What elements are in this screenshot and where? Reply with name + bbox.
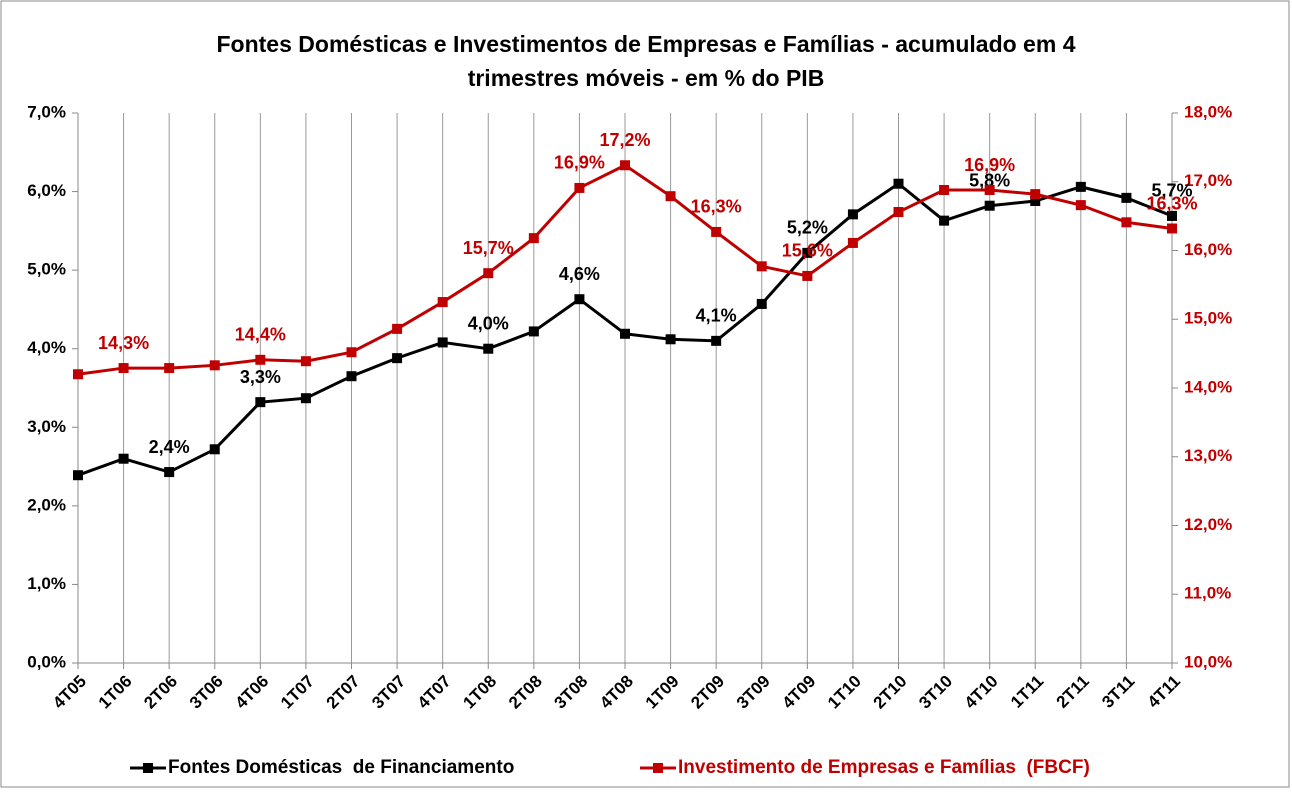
marker [893, 207, 904, 217]
marker [118, 453, 129, 464]
marker [392, 353, 403, 364]
legend-marker [143, 763, 153, 773]
y2-tick-label: 12,0% [1184, 515, 1232, 534]
marker [209, 444, 220, 455]
marker [346, 371, 357, 382]
y-tick-label: 3,0% [27, 417, 66, 436]
marker [574, 182, 585, 193]
marker [1075, 181, 1086, 192]
marker [483, 343, 494, 354]
y-tick-label: 6,0% [27, 181, 66, 200]
marker [1030, 196, 1041, 206]
marker [437, 337, 448, 348]
marker [984, 185, 995, 195]
data-label: 14,4% [235, 325, 286, 345]
legend-marker [653, 763, 663, 773]
y2-tick-label: 11,0% [1184, 584, 1231, 603]
marker [483, 268, 494, 279]
data-label: 16,9% [554, 153, 605, 173]
data-label: 2,4% [149, 437, 190, 457]
marker [665, 191, 676, 202]
y2-tick-label: 16,0% [1184, 240, 1232, 259]
y-tick-label: 7,0% [27, 102, 66, 121]
marker [1121, 192, 1132, 203]
data-label: 15,7% [463, 238, 514, 258]
marker [620, 328, 630, 339]
marker [209, 360, 220, 371]
marker [756, 261, 767, 272]
y-tick-label: 4,0% [27, 338, 66, 357]
chart-title: Fontes Domésticas e Investimentos de Emp… [217, 31, 1076, 91]
y2-tick-label: 14,0% [1184, 377, 1232, 396]
marker [437, 297, 448, 308]
data-label: 5,7% [1151, 181, 1192, 201]
data-label: 14,3% [98, 333, 149, 353]
marker [711, 335, 722, 346]
marker [1121, 217, 1132, 228]
marker [300, 356, 311, 367]
marker [164, 467, 175, 478]
marker [73, 369, 83, 380]
marker [1167, 223, 1177, 234]
legend-label: Fontes Domésticas de Financiamento [168, 757, 514, 778]
marker [1075, 200, 1086, 211]
y2-tick-label: 17,0% [1184, 171, 1232, 190]
data-label: 16,3% [1146, 193, 1197, 213]
marker [620, 160, 630, 171]
marker [392, 323, 403, 334]
data-label: 4,6% [559, 264, 600, 284]
marker [1167, 210, 1177, 221]
y-tick-label: 1,0% [27, 574, 66, 593]
marker [802, 247, 813, 258]
marker [984, 200, 995, 211]
marker [756, 298, 767, 309]
marker [346, 347, 357, 358]
marker [939, 185, 950, 195]
marker [73, 470, 83, 481]
marker [847, 237, 858, 248]
marker [939, 215, 950, 226]
y2-tick-label: 15,0% [1184, 309, 1232, 328]
y-tick-label: 0,0% [27, 652, 66, 671]
data-label: 4,1% [696, 306, 737, 326]
marker [847, 209, 858, 220]
marker [574, 294, 585, 305]
data-label: 15,6% [782, 241, 833, 261]
data-label: 16,3% [691, 197, 742, 217]
marker [528, 233, 539, 244]
y2-tick-label: 10,0% [1184, 652, 1232, 671]
marker [164, 363, 175, 374]
data-label: 17,2% [599, 130, 650, 150]
y-tick-label: 5,0% [27, 260, 66, 279]
marker [1030, 189, 1041, 200]
y2-tick-label: 18,0% [1184, 102, 1232, 121]
marker [118, 363, 129, 374]
marker [711, 226, 722, 237]
data-label: 16,9% [964, 155, 1015, 175]
marker [300, 393, 311, 404]
legend-label: Investimento de Empresas e Famílias (FBC… [678, 757, 1090, 778]
data-label: 5,8% [969, 170, 1010, 190]
marker [665, 334, 676, 345]
y2-tick-label: 13,0% [1184, 446, 1232, 465]
marker [255, 354, 266, 365]
data-label: 5,2% [787, 218, 828, 238]
data-label: 3,3% [240, 367, 281, 387]
marker [255, 397, 266, 408]
marker [802, 270, 813, 281]
data-label: 4,0% [468, 313, 509, 333]
marker [528, 326, 539, 337]
marker [893, 178, 904, 189]
y-tick-label: 2,0% [27, 495, 66, 514]
